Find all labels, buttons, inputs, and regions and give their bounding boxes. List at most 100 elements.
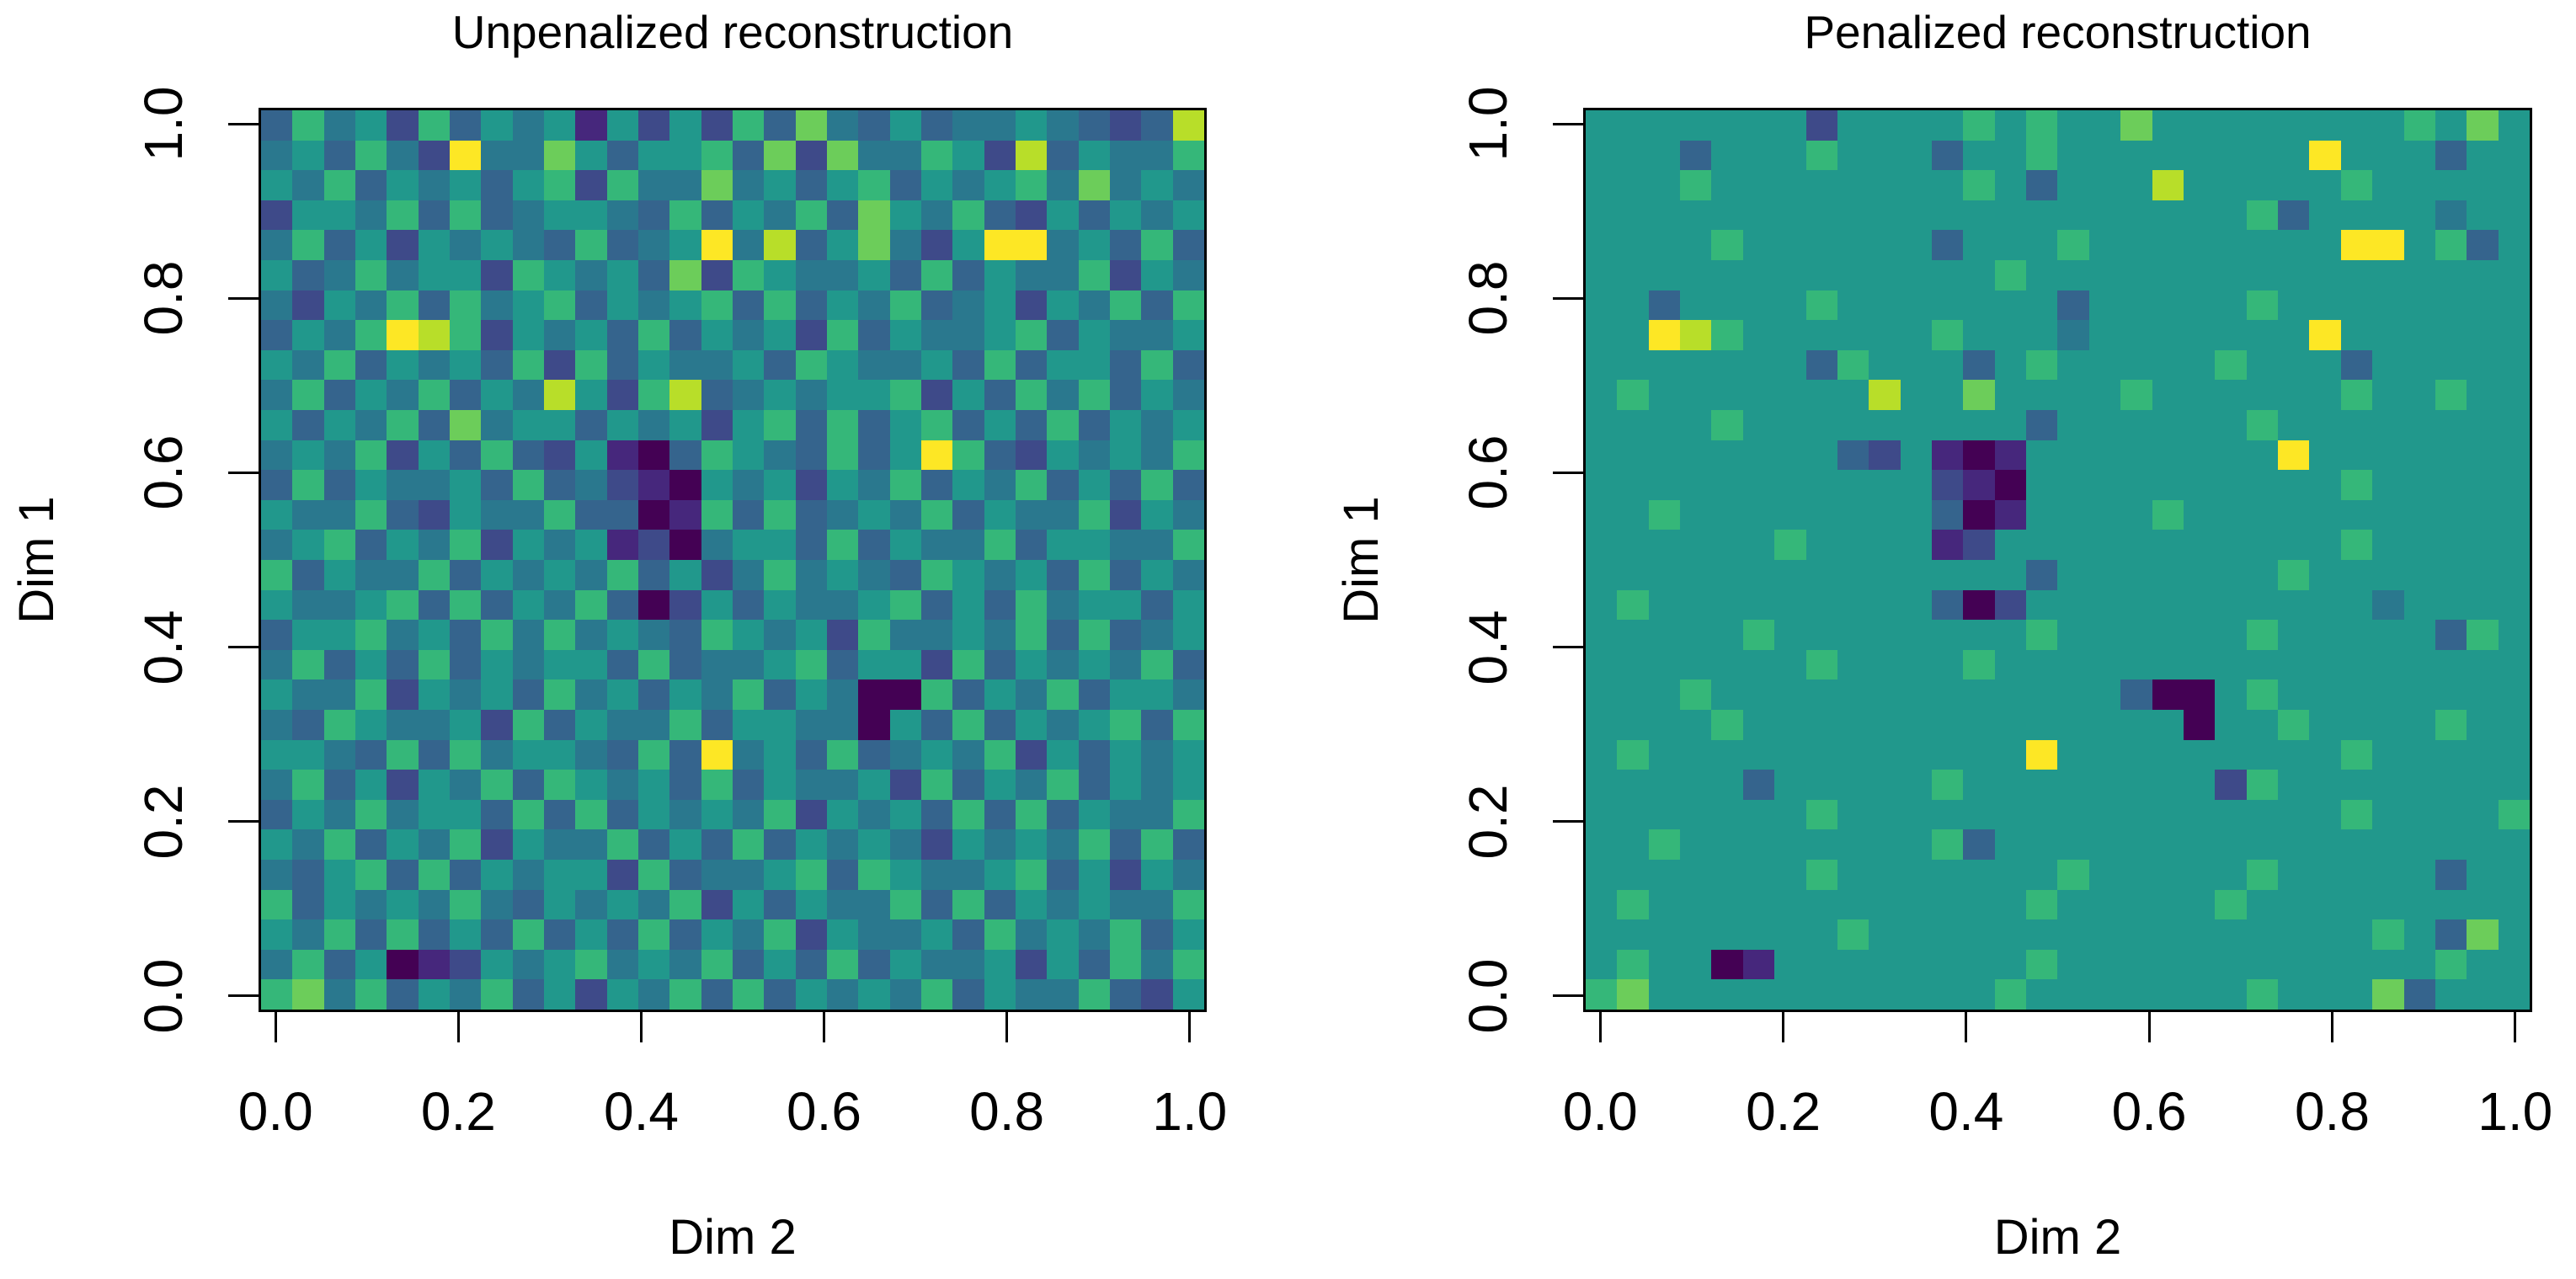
heatmap-cell xyxy=(669,499,701,530)
heatmap-cell xyxy=(449,739,482,770)
heatmap-cell xyxy=(1994,919,2027,950)
heatmap-cell xyxy=(2309,290,2341,321)
heatmap-cell xyxy=(2340,859,2373,890)
heatmap-cell xyxy=(2278,200,2310,231)
heatmap-cell xyxy=(701,709,733,740)
heatmap-cell xyxy=(1805,200,1837,231)
heatmap-cell xyxy=(2152,859,2184,890)
heatmap-cell xyxy=(387,589,419,621)
heatmap-cell xyxy=(889,320,921,350)
heatmap-cell xyxy=(984,559,1016,590)
heatmap-cell xyxy=(795,140,827,171)
heatmap-cell xyxy=(1869,620,1901,650)
heatmap-cell xyxy=(2435,530,2467,560)
heatmap-cell xyxy=(606,829,638,860)
heatmap-cell xyxy=(764,739,796,770)
heatmap-cell xyxy=(984,979,1016,1010)
heatmap-cell xyxy=(2309,799,2341,830)
heatmap-cell xyxy=(2435,200,2467,231)
heatmap-cell xyxy=(1932,679,1964,710)
heatmap-cell xyxy=(1617,709,1649,740)
heatmap-cell xyxy=(732,440,765,471)
heatmap-cell xyxy=(701,409,733,440)
heatmap-cell xyxy=(355,140,387,171)
heatmap-cell xyxy=(387,649,419,680)
heatmap-cell xyxy=(920,770,953,800)
heatmap-cell xyxy=(637,530,670,560)
heatmap-cell xyxy=(637,709,670,740)
heatmap-cell xyxy=(1805,919,1837,950)
heatmap-cell xyxy=(1078,290,1110,321)
heatmap-cell xyxy=(2057,409,2089,440)
heatmap-cell xyxy=(1141,559,1173,590)
heatmap-cell xyxy=(1932,290,1964,321)
heatmap-cell xyxy=(2278,770,2310,800)
heatmap-cell xyxy=(637,440,670,471)
heatmap-cell xyxy=(292,440,324,471)
heatmap-cell xyxy=(637,170,670,200)
heatmap-cell xyxy=(2152,589,2184,621)
heatmap-cell xyxy=(2057,530,2089,560)
heatmap-cell xyxy=(2278,739,2310,770)
heatmap-cell xyxy=(1900,499,1933,530)
heatmap-cell xyxy=(764,679,796,710)
heatmap-cell xyxy=(1805,110,1837,141)
heatmap-cell xyxy=(858,499,890,530)
heatmap-cell xyxy=(2309,380,2341,410)
heatmap-cell xyxy=(2026,290,2058,321)
heatmap-cell xyxy=(2467,230,2499,260)
heatmap-cell xyxy=(920,979,953,1010)
heatmap-cell xyxy=(2152,709,2184,740)
heatmap-cell xyxy=(1963,230,1995,260)
heatmap-cell xyxy=(323,200,355,231)
heatmap-cell xyxy=(1680,559,1712,590)
y-tick-label: 0.2 xyxy=(1458,784,1518,860)
heatmap-cell xyxy=(669,110,701,141)
heatmap-cell xyxy=(1711,649,1743,680)
heatmap-cell xyxy=(355,770,387,800)
heatmap-cell xyxy=(2467,799,2499,830)
heatmap-cell xyxy=(1742,140,1775,171)
heatmap-cell xyxy=(481,230,513,260)
heatmap-cell xyxy=(2246,110,2279,141)
heatmap-cell xyxy=(1617,409,1649,440)
heatmap-cell xyxy=(920,290,953,321)
heatmap-cell xyxy=(984,259,1016,290)
heatmap-cell xyxy=(1774,110,1806,141)
heatmap-cell xyxy=(2278,259,2310,290)
heatmap-cell xyxy=(2088,679,2121,710)
heatmap-cell xyxy=(2026,889,2058,920)
heatmap-cell xyxy=(418,140,450,171)
heatmap-cell xyxy=(387,320,419,350)
heatmap-cell xyxy=(575,470,607,500)
heatmap-cell xyxy=(2278,170,2310,200)
heatmap-cell xyxy=(826,470,859,500)
heatmap-cell xyxy=(2215,380,2247,410)
heatmap-cell xyxy=(1617,530,1649,560)
heatmap-cell xyxy=(1586,859,1618,890)
heatmap-cell xyxy=(669,230,701,260)
heatmap-cell xyxy=(1994,409,2027,440)
heatmap-cell xyxy=(1932,859,1964,890)
heatmap-cell xyxy=(2340,829,2373,860)
heatmap-cell xyxy=(1900,859,1933,890)
heatmap-cell xyxy=(2435,649,2467,680)
heatmap-cell xyxy=(1805,530,1837,560)
heatmap-cell xyxy=(952,770,984,800)
heatmap-cell xyxy=(1711,440,1743,471)
heatmap-cell xyxy=(292,259,324,290)
heatmap-cell xyxy=(2372,440,2404,471)
heatmap-cell xyxy=(2088,859,2121,890)
heatmap-cell xyxy=(292,949,324,980)
heatmap-cell xyxy=(1586,140,1618,171)
heatmap-cell xyxy=(1963,799,1995,830)
heatmap-cell xyxy=(2435,499,2467,530)
heatmap-cell xyxy=(1172,709,1204,740)
heatmap-cell xyxy=(1586,380,1618,410)
heatmap-cell xyxy=(1172,349,1204,381)
heatmap-cell xyxy=(764,979,796,1010)
heatmap-cell xyxy=(2498,380,2530,410)
heatmap-cell xyxy=(512,230,544,260)
heatmap-cell xyxy=(449,620,482,650)
heatmap-cell xyxy=(1680,829,1712,860)
